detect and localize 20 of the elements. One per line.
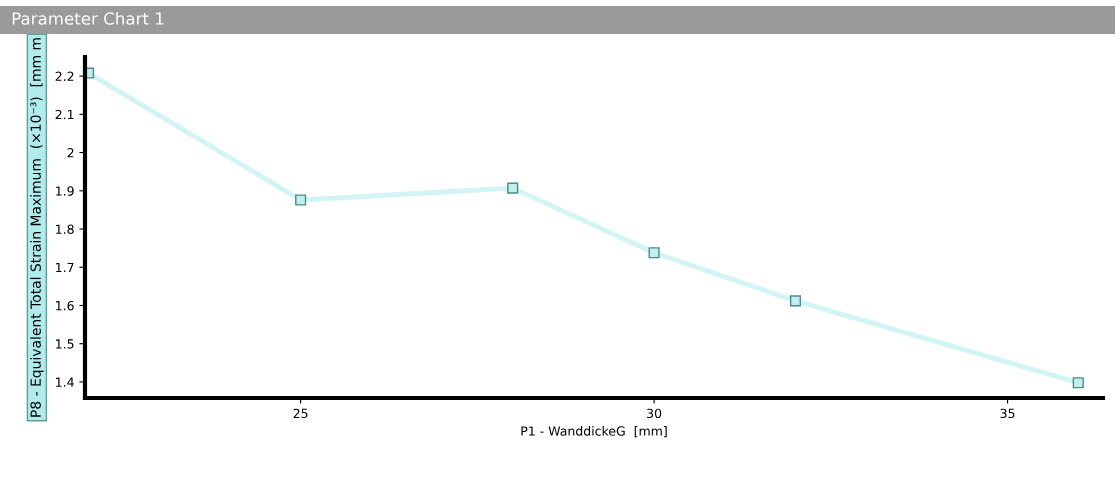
point [295, 194, 307, 206]
x-tick-label: 35 [1000, 408, 1015, 419]
point [1072, 377, 1084, 389]
y-tick-label: 1.8 [56, 224, 74, 234]
y-tick-label: 2 [67, 148, 74, 158]
y-tick-label: 1.4 [56, 377, 74, 387]
y-tick-label: 1.5 [56, 339, 74, 349]
point [507, 182, 519, 194]
point [648, 247, 660, 259]
y-tick-label: 1.9 [56, 186, 74, 196]
y-tick-label: 1.6 [56, 300, 74, 311]
chart-title: Parameter Chart 1 [12, 11, 164, 25]
y-tick-label: 2.2 [55, 71, 74, 81]
x-tick-label: 30 [647, 408, 662, 419]
point [789, 295, 802, 307]
x-tick-label: 25 [293, 408, 308, 419]
y-axis-title: P8 - Equivalent Total Strain Maximum (×10⁻³) [mm m [30, 38, 44, 417]
y-tick-label: 1.7 [56, 262, 74, 273]
x-axis-title: P1 - WanddickeG [mm] [521, 426, 667, 438]
y-tick-label: 2.1 [55, 109, 74, 120]
